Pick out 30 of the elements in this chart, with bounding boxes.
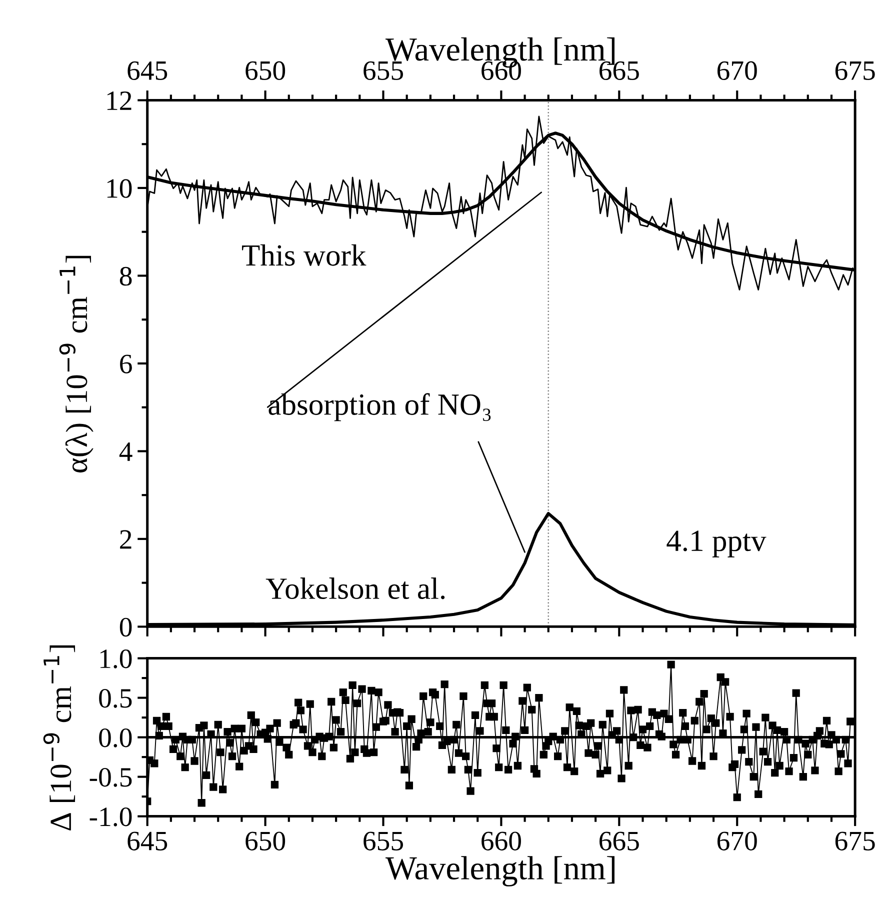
x-tick-label: 675 bbox=[835, 61, 875, 80]
y-tick-label: 1.0 bbox=[100, 649, 132, 668]
y-axis-title: Δ [10$^{−9}$ cm$^{−1}$] bbox=[43, 645, 76, 830]
y-tick-label: 0.0 bbox=[99, 728, 132, 748]
y-tick-label: 4 bbox=[119, 442, 132, 461]
x-tick-label: 645 bbox=[128, 61, 168, 80]
y-tick-label: 2 bbox=[120, 530, 132, 549]
y-tick-label: 12 bbox=[107, 91, 132, 110]
x-tick-label: 650 bbox=[246, 61, 286, 80]
y-tick-label: 8 bbox=[120, 266, 132, 286]
x-tick-label: 665 bbox=[600, 832, 639, 850]
y-tick-label: 0 bbox=[120, 618, 132, 637]
x-tick-label: 670 bbox=[717, 61, 757, 80]
y-tick-label: 0.5 bbox=[99, 688, 132, 708]
x-tick-label: 660 bbox=[482, 832, 521, 850]
y-tick-label: 10 bbox=[107, 179, 132, 198]
annotation: Yokelson et al. bbox=[266, 578, 445, 600]
x-tick-label: 655 bbox=[364, 832, 403, 850]
x-tick-label: 670 bbox=[717, 832, 757, 850]
y-tick-label: -1.0 bbox=[90, 807, 132, 826]
x-tick-label: 650 bbox=[246, 832, 286, 850]
y-axis-title: α(λ) [10$^{−9}$ cm$^{−1}$] bbox=[59, 256, 94, 472]
x-tick-label: 675 bbox=[835, 832, 875, 850]
y-tick-label: -0.5 bbox=[90, 768, 132, 787]
annotation: absorption of NO₃ bbox=[268, 393, 491, 422]
x-axis-title: Wavelength [nm] bbox=[385, 856, 614, 886]
x-tick-label: 645 bbox=[128, 832, 168, 850]
annotation: 4.1 pptv bbox=[666, 530, 766, 558]
y-tick-label: 6 bbox=[120, 354, 132, 374]
annotation: This work bbox=[242, 244, 366, 266]
